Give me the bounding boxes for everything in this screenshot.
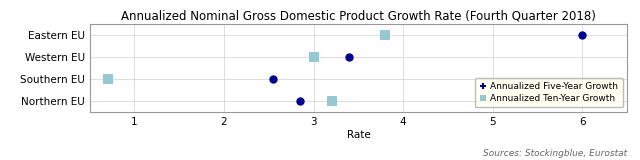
Title: Annualized Nominal Gross Domestic Product Growth Rate (Fourth Quarter 2018): Annualized Nominal Gross Domestic Produc… bbox=[121, 10, 596, 23]
Text: Sources: Stockingblue, Eurostat: Sources: Stockingblue, Eurostat bbox=[483, 149, 627, 158]
Legend: Annualized Five-Year Growth, Annualized Ten-Year Growth: Annualized Five-Year Growth, Annualized … bbox=[475, 78, 623, 108]
X-axis label: Rate: Rate bbox=[346, 130, 371, 140]
